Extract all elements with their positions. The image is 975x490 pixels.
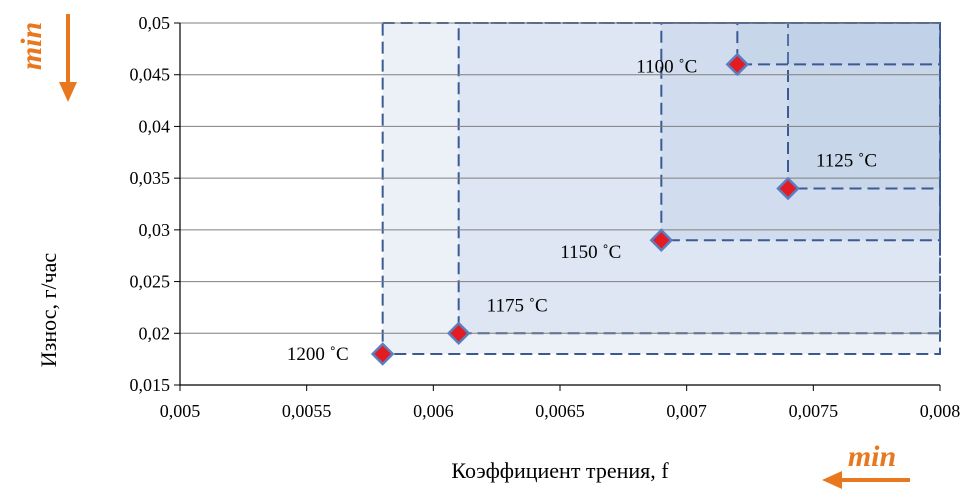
x-tick-label: 0,0055 [282, 401, 332, 421]
data-point-marker [649, 228, 674, 252]
axes [174, 22, 941, 391]
region-box-5 [736, 22, 941, 66]
y-tick-label: 0,02 [139, 323, 171, 343]
region-box-4 [787, 22, 941, 190]
min-arrow-x-head [822, 471, 842, 489]
x-tick-label: 0,005 [160, 401, 201, 421]
point-label: 1150 ˚C [560, 242, 621, 263]
min-arrow-y: min [15, 14, 77, 102]
y-axis-title: Износ, г/час [36, 253, 61, 368]
y-tick-label: 0,045 [130, 65, 171, 85]
x-tick-label: 0,007 [666, 401, 707, 421]
x-tick-label: 0,008 [920, 401, 961, 421]
data-point-marker [446, 321, 471, 346]
data-points [370, 52, 800, 366]
x-axis-title: Коэффициент трения, f [451, 458, 669, 483]
y-tick-label: 0,025 [130, 272, 171, 292]
min-label-y: min [15, 22, 48, 70]
min-arrow-y-head [59, 82, 77, 102]
point-labels: 1200 ˚C 1175 ˚C 1150 ˚C 1125 ˚C 1100 ˚C [287, 56, 877, 365]
x-tick-label: 0,006 [413, 401, 454, 421]
x-tick-label: 0,0075 [789, 401, 839, 421]
y-tick-label: 0,05 [139, 13, 171, 33]
y-tick-label: 0,015 [130, 375, 171, 395]
y-tick-label: 0,035 [130, 168, 171, 188]
data-point-marker [725, 52, 750, 77]
point-label: 1175 ˚C [487, 295, 548, 316]
data-point-marker [370, 342, 395, 366]
x-tick-labels: 0,005 0,0055 0,006 0,0065 0,007 0,0075 0,008 [160, 401, 961, 421]
y-tick-labels: 0,015 0,02 0,025 0,03 0,035 0,04 0,045 0,05 [130, 13, 171, 395]
data-point-marker [776, 176, 800, 201]
x-tick-label: 0,0065 [535, 401, 585, 421]
point-label: 1200 ˚C [287, 344, 349, 365]
point-label: 1100 ˚C [636, 56, 697, 77]
y-tick-label: 0,03 [139, 220, 171, 240]
point-label: 1125 ˚C [816, 150, 877, 171]
region-box-3 [660, 22, 941, 242]
min-arrow-x: min [822, 440, 910, 489]
min-label-x: min [848, 440, 896, 473]
y-tick-label: 0,04 [139, 116, 171, 136]
